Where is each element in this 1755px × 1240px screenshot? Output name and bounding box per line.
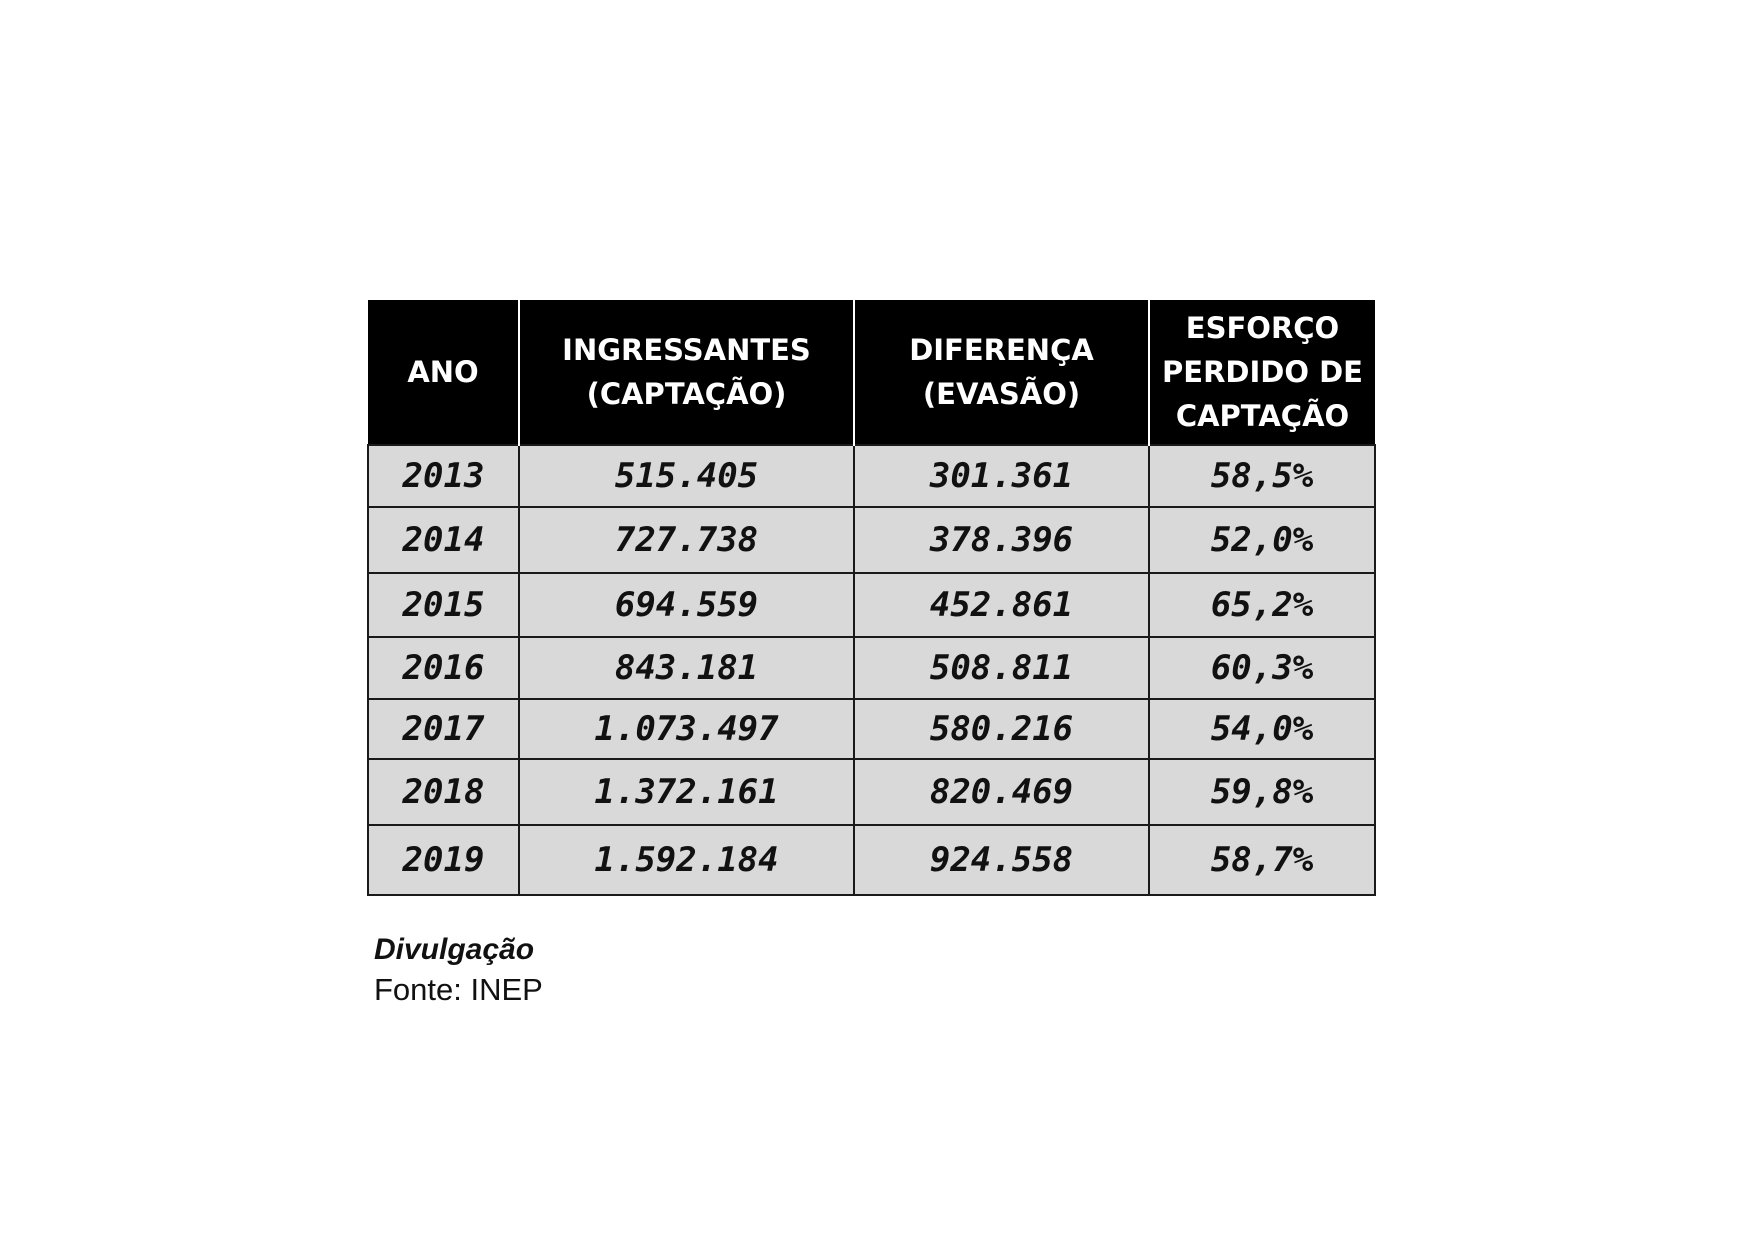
cell-diferenca: 508.811 xyxy=(853,636,1150,700)
header-diferenca-line-2: (EVASÃO) xyxy=(922,377,1081,411)
cell-ano: 2016 xyxy=(367,636,520,700)
cell-diferenca: 452.861 xyxy=(853,572,1150,638)
cell-diferenca: 924.558 xyxy=(853,824,1150,896)
cell-esforco: 54,0% xyxy=(1148,698,1376,760)
cell-ingressantes: 694.559 xyxy=(518,572,855,638)
cell-ano: 2019 xyxy=(367,824,520,896)
table-row: 2016 843.181 508.811 60,3% xyxy=(367,636,1376,700)
table-row: 2019 1.592.184 924.558 58,7% xyxy=(367,824,1376,896)
cell-ingressantes: 1.372.161 xyxy=(518,758,855,826)
header-ingressantes: INGRESSANTES (CAPTAÇÃO) xyxy=(518,300,854,445)
cell-diferenca: 301.361 xyxy=(853,444,1150,508)
cell-ingressantes: 515.405 xyxy=(518,444,855,508)
header-ano: ANO xyxy=(368,300,519,445)
cell-ano: 2018 xyxy=(367,758,520,826)
header-diferenca-line-1: DIFERENÇA xyxy=(909,333,1094,367)
table-row: 2018 1.372.161 820.469 59,8% xyxy=(367,758,1376,826)
cell-esforco: 58,5% xyxy=(1148,444,1376,508)
cell-ingressantes: 1.073.497 xyxy=(518,698,855,760)
header-esforco-line-1: ESFORÇO xyxy=(1185,311,1340,345)
caption: Divulgação Fonte: INEP xyxy=(374,930,543,1010)
header-esforco-line-2: PERDIDO DE xyxy=(1162,355,1363,389)
table-row: 2013 515.405 301.361 58,5% xyxy=(367,444,1376,508)
cell-ingressantes: 843.181 xyxy=(518,636,855,700)
cell-ano: 2015 xyxy=(367,572,520,638)
cell-esforco: 59,8% xyxy=(1148,758,1376,826)
header-ano-line: ANO xyxy=(407,355,479,389)
cell-esforco: 65,2% xyxy=(1148,572,1376,638)
header-row: ANO INGRESSANTES (CAPTAÇÃO) DIFERENÇA (E… xyxy=(368,300,1375,445)
cell-ano: 2013 xyxy=(367,444,520,508)
cell-ingressantes: 727.738 xyxy=(518,506,855,574)
cell-ano: 2017 xyxy=(367,698,520,760)
header-ingressantes-line-2: (CAPTAÇÃO) xyxy=(586,377,787,411)
cell-diferenca: 820.469 xyxy=(853,758,1150,826)
cell-diferenca: 580.216 xyxy=(853,698,1150,760)
table-row: 2014 727.738 378.396 52,0% xyxy=(367,506,1376,574)
header-diferenca: DIFERENÇA (EVASÃO) xyxy=(853,300,1149,445)
cell-ano: 2014 xyxy=(367,506,520,574)
cell-esforco: 60,3% xyxy=(1148,636,1376,700)
header-esforco-line-3: CAPTAÇÃO xyxy=(1175,399,1350,433)
table-row: 2015 694.559 452.861 65,2% xyxy=(367,572,1376,638)
caption-title: Divulgação xyxy=(374,933,535,966)
cell-esforco: 58,7% xyxy=(1148,824,1376,896)
header-ingressantes-line-1: INGRESSANTES xyxy=(562,333,811,367)
caption-source: Fonte: INEP xyxy=(374,972,543,1007)
table-row: 2017 1.073.497 580.216 54,0% xyxy=(367,698,1376,760)
cell-esforco: 52,0% xyxy=(1148,506,1376,574)
cell-ingressantes: 1.592.184 xyxy=(518,824,855,896)
header-esforco: ESFORÇO PERDIDO DE CAPTAÇÃO xyxy=(1148,300,1375,445)
data-table: ANO INGRESSANTES (CAPTAÇÃO) DIFERENÇA (E… xyxy=(367,300,1376,896)
cell-diferenca: 378.396 xyxy=(853,506,1150,574)
